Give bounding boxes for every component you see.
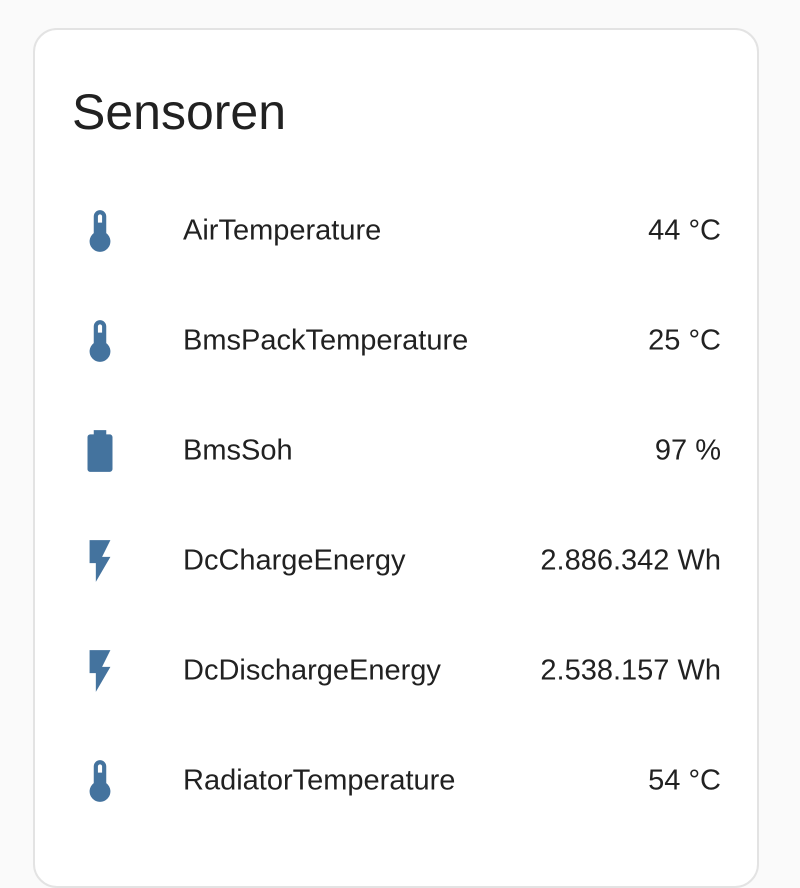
thermometer-icon — [75, 206, 125, 256]
entity-row-radiator-temperature[interactable]: RadiatorTemperature 54 °C — [35, 726, 757, 836]
entity-state: 25 °C — [648, 324, 721, 357]
entity-name: BmsPackTemperature — [183, 324, 469, 357]
entity-name: AirTemperature — [183, 214, 382, 247]
entity-state: 97 % — [654, 434, 721, 467]
entity-list: AirTemperature 44 °C BmsPackTemperature … — [35, 176, 757, 836]
battery-icon — [75, 426, 125, 476]
entity-row-air-temperature[interactable]: AirTemperature 44 °C — [35, 176, 757, 286]
entity-state: 2.886.342 Wh — [540, 544, 721, 577]
entity-name: RadiatorTemperature — [183, 764, 456, 797]
entity-name: BmsSoh — [183, 434, 293, 467]
entity-name: DcDischargeEnergy — [183, 654, 441, 687]
entity-row-dc-charge-energy[interactable]: DcChargeEnergy 2.886.342 Wh — [35, 506, 757, 616]
entity-row-bms-soh[interactable]: BmsSoh 97 % — [35, 396, 757, 506]
sensors-card: Sensoren AirTemperature 44 °C BmsPackTem… — [33, 28, 759, 888]
entity-state: 44 °C — [648, 214, 721, 247]
flash-icon — [75, 536, 125, 586]
flash-icon — [75, 646, 125, 696]
card-title: Sensoren — [72, 84, 287, 140]
entity-row-bms-pack-temperature[interactable]: BmsPackTemperature 25 °C — [35, 286, 757, 396]
entity-row-dc-discharge-energy[interactable]: DcDischargeEnergy 2.538.157 Wh — [35, 616, 757, 726]
entity-state: 2.538.157 Wh — [540, 654, 721, 687]
entity-state: 54 °C — [648, 764, 721, 797]
thermometer-icon — [75, 316, 125, 366]
entity-name: DcChargeEnergy — [183, 544, 406, 577]
thermometer-icon — [75, 756, 125, 806]
